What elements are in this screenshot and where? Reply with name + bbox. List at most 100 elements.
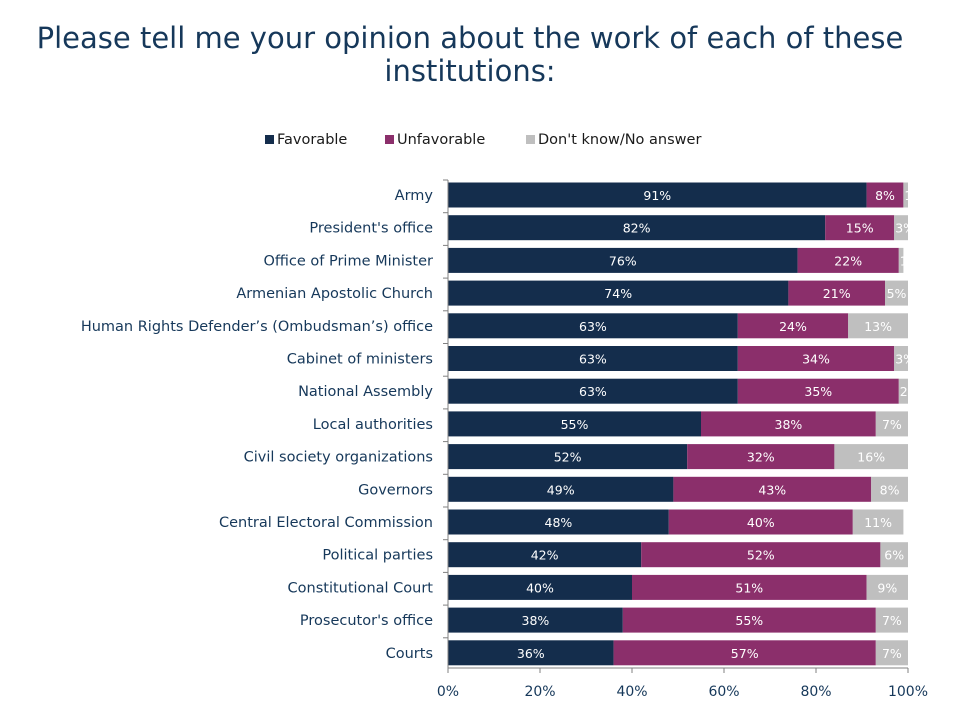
data-label-dont-know-courts: 7% (882, 646, 902, 661)
data-label-dont-know-national-assembly: 2% (900, 384, 920, 399)
legend-swatch-unfavorable (385, 135, 394, 144)
bar-dont-know-president-s-office (894, 215, 908, 241)
data-label-dont-know-president-s-office: 3% (895, 221, 915, 236)
bar-unfavorable-local-authorities (701, 411, 876, 437)
bar-dont-know-office-of-prime-minister (898, 247, 904, 273)
bar-dont-know-local-authorities (875, 411, 908, 437)
data-label-unfavorable-armenian-apostolic-church: 21% (823, 286, 851, 301)
bar-dont-know-central-electoral-commission (852, 509, 904, 535)
bar-dont-know-governors (871, 476, 908, 502)
data-label-unfavorable-political-parties: 52% (747, 548, 775, 563)
category-label-prosecutor-s-office: Prosecutor's office (300, 613, 433, 629)
category-label-armenian-apostolic-church: Armenian Apostolic Church (236, 286, 433, 302)
bar-favorable-central-electoral-commission (448, 509, 669, 535)
bar-favorable-governors (448, 476, 674, 502)
bar-favorable-courts (448, 640, 614, 666)
bar-unfavorable-president-s-office (825, 215, 895, 241)
bar-unfavorable-cabinet-of-ministers (737, 346, 895, 371)
bar-dont-know-army (903, 182, 908, 208)
data-label-favorable-national-assembly: 63% (579, 384, 607, 399)
chart-title-line-1: Please tell me your opinion about the wo… (36, 21, 904, 55)
bar-unfavorable-central-electoral-commission (668, 509, 853, 535)
bar-favorable-prosecutor-s-office (448, 607, 623, 633)
bar-favorable-constitutional-court (448, 574, 632, 600)
legend-swatch-dont-know (526, 135, 535, 144)
bar-dont-know-courts (875, 640, 908, 666)
bar-unfavorable-national-assembly (737, 378, 899, 404)
category-label-civil-society-organizations: Civil society organizations (244, 450, 433, 466)
category-label-president-s-office: President's office (309, 221, 433, 237)
x-tick-label-0: 0% (437, 684, 459, 700)
bar-unfavorable-courts (613, 640, 876, 666)
data-label-unfavorable-army: 8% (875, 188, 895, 203)
data-label-unfavorable-prosecutor-s-office: 55% (735, 613, 763, 628)
bar-favorable-army (448, 182, 867, 208)
data-label-unfavorable-courts: 57% (731, 646, 759, 661)
x-tick-label-40: 40% (616, 684, 647, 700)
bar-dont-know-political-parties (880, 542, 908, 568)
bar-favorable-cabinet-of-ministers (448, 346, 738, 371)
data-label-dont-know-office-of-prime-minister: 1% (900, 253, 920, 268)
data-label-favorable-army: 91% (643, 188, 671, 203)
bar-dont-know-civil-society-organizations (834, 444, 908, 470)
category-label-local-authorities: Local authorities (313, 417, 433, 433)
data-label-dont-know-army: 1% (904, 188, 924, 203)
bar-favorable-political-parties (448, 542, 642, 568)
data-label-dont-know-human-rights-defender-s-ombudsman-s-office: 13% (864, 319, 892, 334)
legend-label-unfavorable: Unfavorable (397, 132, 485, 148)
legend-swatch-favorable (265, 135, 274, 144)
bar-unfavorable-civil-society-organizations (687, 444, 835, 470)
data-label-unfavorable-cabinet-of-ministers: 34% (802, 352, 830, 367)
category-label-office-of-prime-minister: Office of Prime Minister (263, 253, 433, 269)
bar-unfavorable-constitutional-court (632, 574, 867, 600)
data-label-favorable-prosecutor-s-office: 38% (522, 613, 550, 628)
bar-dont-know-constitutional-court (866, 574, 908, 600)
data-label-favorable-courts: 36% (517, 646, 545, 661)
data-label-favorable-armenian-apostolic-church: 74% (604, 286, 632, 301)
data-label-unfavorable-local-authorities: 38% (775, 417, 803, 432)
data-label-dont-know-governors: 8% (880, 482, 900, 497)
bar-unfavorable-human-rights-defender-s-ombudsman-s-office (737, 313, 849, 339)
data-label-favorable-human-rights-defender-s-ombudsman-s-office: 63% (579, 319, 607, 334)
bar-favorable-president-s-office (448, 215, 826, 241)
legend-label-dont-know: Don't know/No answer (538, 132, 701, 148)
bar-favorable-civil-society-organizations (448, 444, 688, 470)
data-label-unfavorable-office-of-prime-minister: 22% (834, 253, 862, 268)
category-label-cabinet-of-ministers: Cabinet of ministers (287, 352, 433, 368)
data-label-unfavorable-human-rights-defender-s-ombudsman-s-office: 24% (779, 319, 807, 334)
category-label-human-rights-defender-s-ombudsman-s-office: Human Rights Defender’s (Ombudsman’s) of… (81, 319, 433, 335)
category-label-national-assembly: National Assembly (298, 384, 433, 400)
data-label-favorable-constitutional-court: 40% (526, 580, 554, 595)
category-label-political-parties: Political parties (322, 548, 433, 564)
bar-favorable-local-authorities (448, 411, 701, 437)
data-label-dont-know-central-electoral-commission: 11% (864, 515, 892, 530)
data-label-favorable-governors: 49% (547, 482, 575, 497)
x-tick-label-20: 20% (524, 684, 555, 700)
chart-title: Please tell me your opinion about the wo… (0, 22, 940, 88)
data-label-favorable-political-parties: 42% (531, 548, 559, 563)
bar-favorable-armenian-apostolic-church (448, 280, 789, 306)
data-label-favorable-office-of-prime-minister: 76% (609, 253, 637, 268)
bar-unfavorable-governors (673, 476, 872, 502)
category-label-army: Army (395, 188, 434, 204)
data-label-unfavorable-president-s-office: 15% (846, 221, 874, 236)
bar-unfavorable-political-parties (641, 542, 881, 568)
data-label-dont-know-cabinet-of-ministers: 3% (895, 352, 915, 367)
bar-unfavorable-prosecutor-s-office (622, 607, 876, 633)
bar-dont-know-cabinet-of-ministers (894, 346, 908, 371)
data-label-dont-know-prosecutor-s-office: 7% (882, 613, 902, 628)
bar-unfavorable-armenian-apostolic-church (788, 280, 885, 306)
chart-title-line-2: institutions: (384, 54, 556, 88)
x-tick-label-100: 100% (888, 684, 928, 700)
bar-dont-know-armenian-apostolic-church (885, 280, 908, 306)
bar-dont-know-prosecutor-s-office (875, 607, 908, 633)
data-label-dont-know-constitutional-court: 9% (877, 580, 897, 595)
data-label-unfavorable-governors: 43% (758, 482, 786, 497)
bar-favorable-human-rights-defender-s-ombudsman-s-office (448, 313, 738, 339)
legend-label-favorable: Favorable (277, 132, 347, 148)
data-label-favorable-local-authorities: 55% (561, 417, 589, 432)
bar-dont-know-human-rights-defender-s-ombudsman-s-office (848, 313, 908, 339)
data-label-favorable-civil-society-organizations: 52% (554, 450, 582, 465)
data-label-favorable-central-electoral-commission: 48% (545, 515, 573, 530)
data-label-unfavorable-central-electoral-commission: 40% (747, 515, 775, 530)
